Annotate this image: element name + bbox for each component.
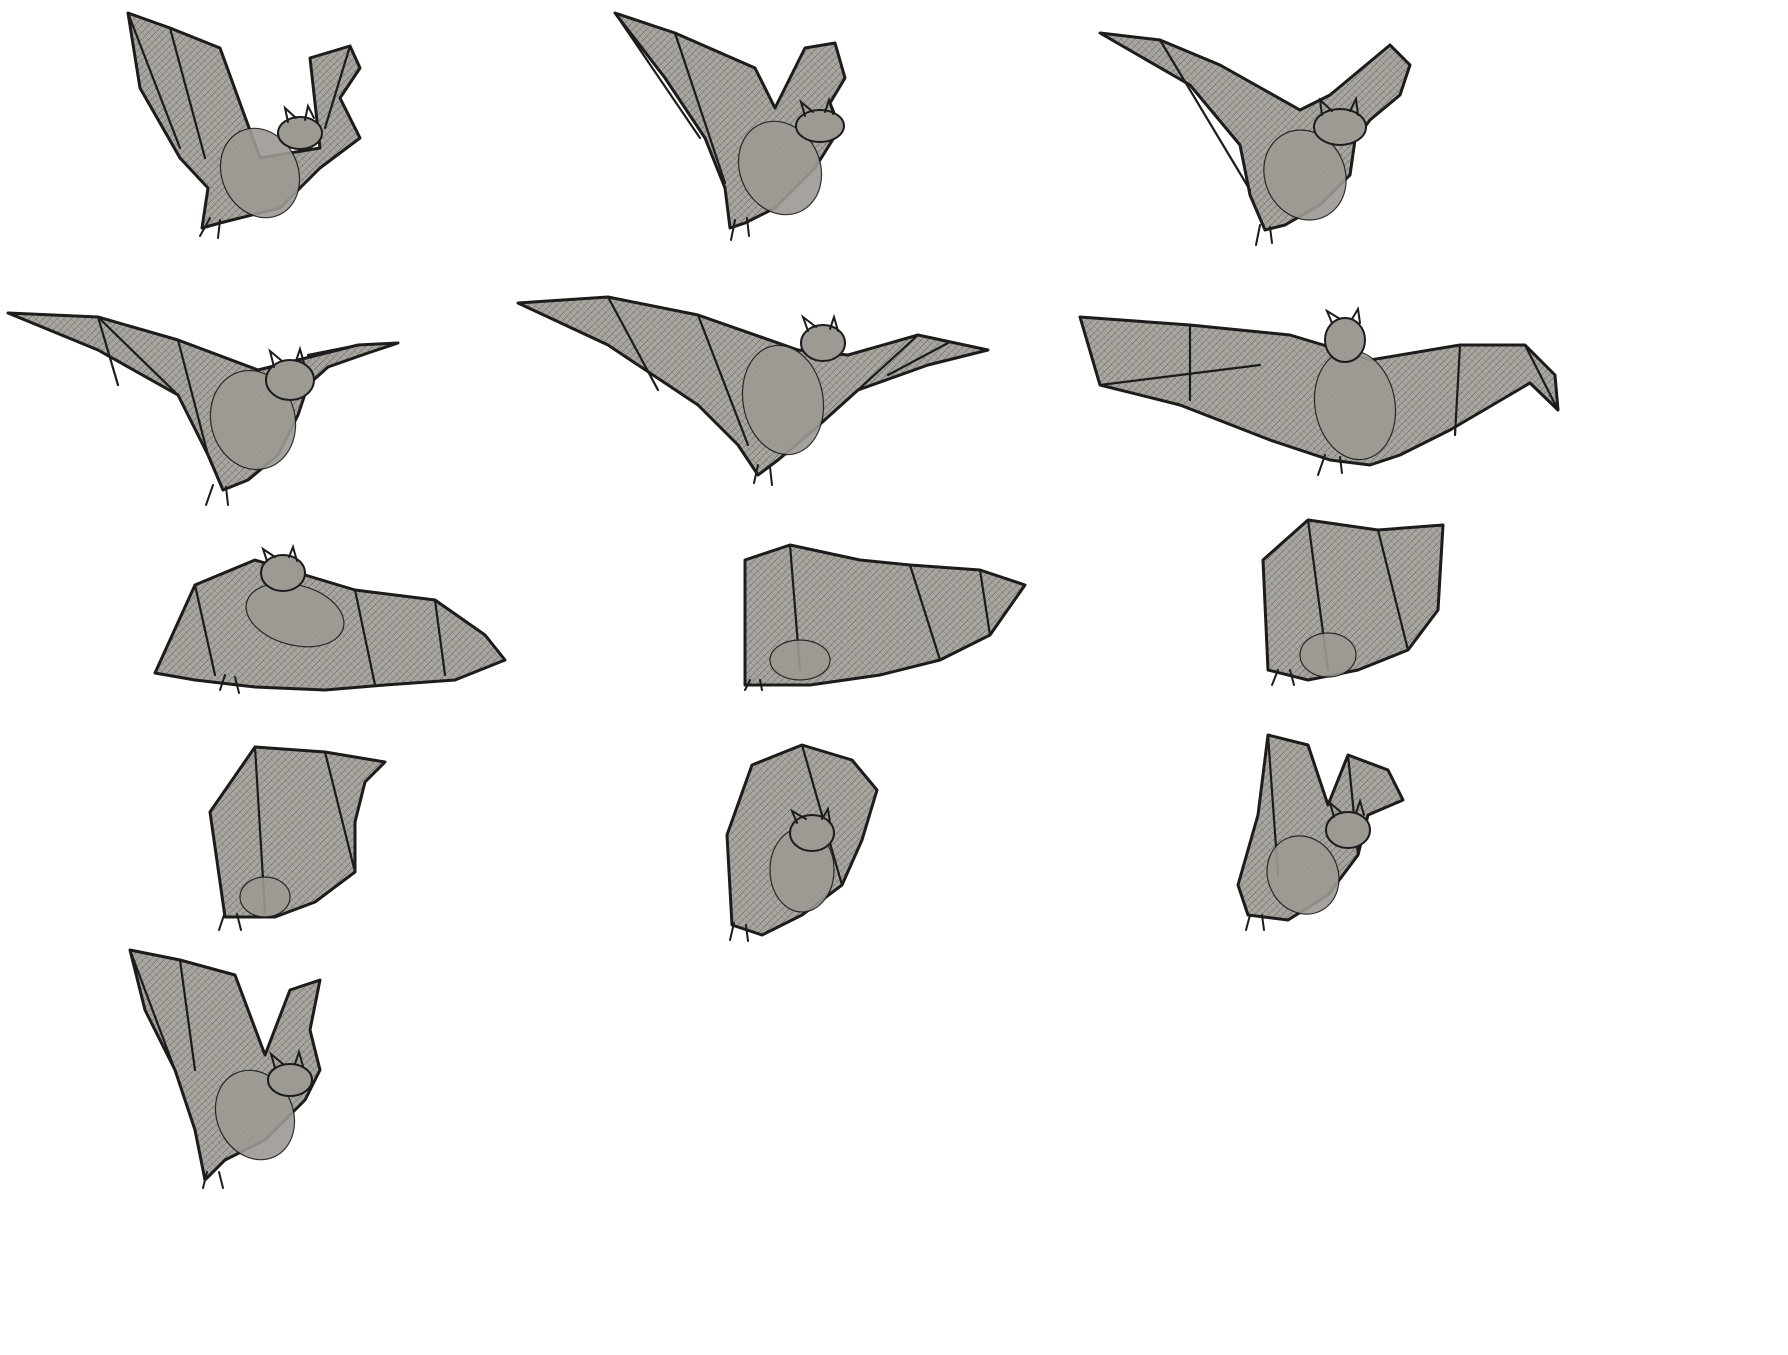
bat-figure — [126, 11, 362, 239]
bat-frame-6 — [1078, 306, 1560, 476]
bat-frame-1 — [126, 11, 362, 239]
bat-figure — [208, 745, 387, 931]
bat-figure — [516, 295, 990, 486]
bat-figure — [725, 743, 879, 942]
bat-frame-8 — [743, 543, 1027, 691]
bat-frame-13 — [128, 948, 322, 1189]
bat-figure — [1261, 518, 1445, 686]
bat-frame-12 — [1236, 733, 1405, 931]
bat-frame-4 — [6, 311, 400, 506]
bat-figure — [128, 948, 322, 1189]
bat-frame-10 — [208, 745, 387, 931]
bat-figure — [1098, 31, 1412, 246]
bat-figure — [743, 543, 1027, 691]
bat-frame-11 — [725, 743, 879, 942]
bat-frame-5 — [516, 295, 990, 486]
bat-figure — [153, 543, 507, 694]
bat-figure — [1236, 733, 1405, 931]
bat-frame-9 — [1261, 518, 1445, 686]
bat-frame-2 — [613, 11, 847, 241]
bat-figure — [1078, 306, 1560, 476]
bat-frame-7 — [153, 543, 507, 694]
bat-figure — [613, 11, 847, 241]
bat-figure — [6, 311, 400, 506]
bat-frame-3 — [1098, 31, 1412, 246]
